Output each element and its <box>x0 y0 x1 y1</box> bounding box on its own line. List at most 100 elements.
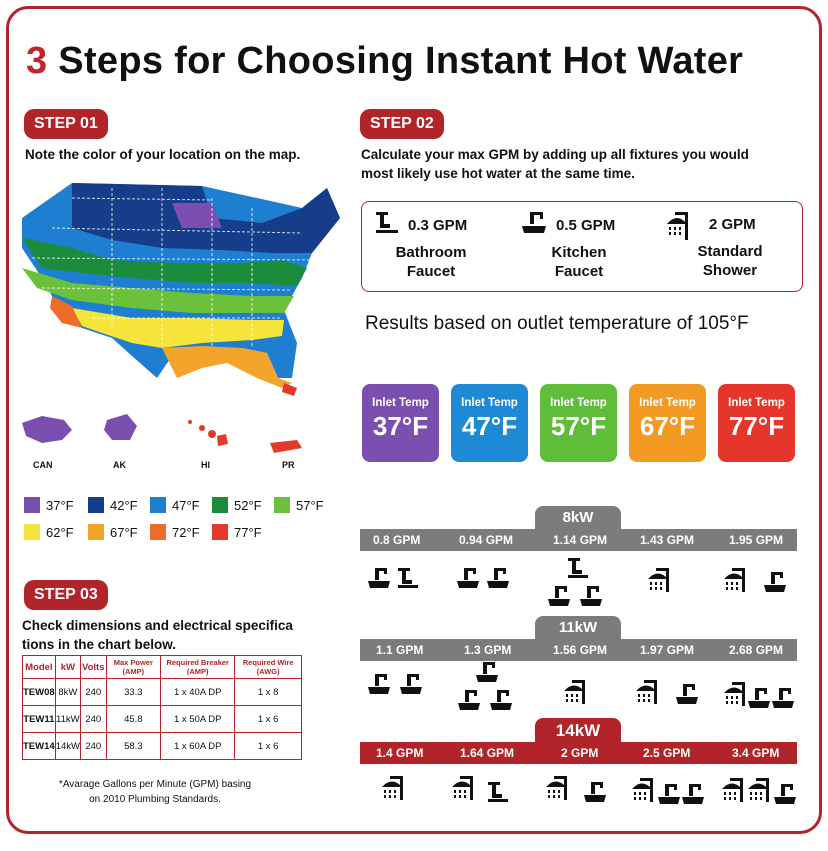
legend-swatch <box>212 524 228 540</box>
inlet-temp-value: 57°F <box>550 411 607 441</box>
inlet-temp-label: Inlet Temp <box>728 397 785 409</box>
gpm-label: 2.5 GPM <box>643 746 691 760</box>
legend-item-37: 37°F <box>24 497 74 513</box>
gpm-label: 0.94 GPM <box>459 533 514 547</box>
step-02-description: Calculate your max GPM by adding up all … <box>361 145 749 183</box>
map-label-can: CAN <box>33 460 53 470</box>
gpm-label: 2 GPM <box>561 746 599 760</box>
shower-icon <box>564 680 585 704</box>
header-model: Model <box>22 655 56 679</box>
kitchen-faucet-icon <box>522 212 546 233</box>
cell-wire: 1 x 6 <box>234 705 302 733</box>
table-header-row: Model kW Volts Max Power (AMP) Required … <box>22 655 302 679</box>
inlet-temp-value: 77°F <box>728 411 785 441</box>
step-03-description: Check dimensions and electrical specific… <box>22 616 293 654</box>
inlet-temp-card-37: Inlet Temp 37°F <box>362 384 439 462</box>
legend-label: 72°F <box>172 524 200 540</box>
legend-label: 37°F <box>46 497 74 513</box>
cell-model: TEW14 <box>22 732 56 760</box>
gpm-label: 1.14 GPM <box>553 533 608 547</box>
shower-icon <box>724 568 786 592</box>
gpm-label: 1.43 GPM <box>640 533 695 547</box>
results-note: Results based on outlet temperature of 1… <box>365 313 749 334</box>
legend-item-57: 57°F <box>274 497 324 513</box>
cell-wire: 1 x 6 <box>234 732 302 760</box>
gpm-label: 3.4 GPM <box>732 746 780 760</box>
alaska-map <box>104 414 137 440</box>
fixture-label-line1: Kitchen <box>551 244 607 261</box>
legend-label: 52°F <box>234 497 262 513</box>
model-tab-8kw: 8kW <box>535 506 621 530</box>
shower-icon <box>648 568 669 592</box>
gpm-bar-11kw: 1.1 GPM 1.3 GPM 1.56 GPM 1.97 GPM 2.68 G… <box>360 639 797 661</box>
step-01-tag: STEP 01 <box>24 109 108 139</box>
step-03-desc-line2: tions in the chart below. <box>22 637 177 652</box>
kitchen-faucet-icon <box>368 674 422 694</box>
mainland-us-map <box>22 183 340 396</box>
legend-swatch <box>88 497 104 513</box>
fixture-label: Bathroom Faucet <box>390 243 472 281</box>
model-tab-11kw: 11kW <box>535 616 621 640</box>
legend-swatch <box>150 524 166 540</box>
page-title: 3 Steps for Choosing Instant Hot Water <box>26 40 743 83</box>
fixture-label-line1: Bathroom <box>395 244 467 261</box>
kitchen-faucet-icon <box>458 662 512 710</box>
cell-max-power: 58.3 <box>106 732 162 760</box>
step-02-tag: STEP 02 <box>360 109 444 139</box>
legend-swatch <box>24 497 40 513</box>
fixture-label-line2: Faucet <box>406 263 456 280</box>
fixture-gpm: 2 GPM <box>709 216 756 233</box>
shower-icon <box>382 776 403 800</box>
cell-model: TEW08 <box>22 678 56 706</box>
step-02-desc-line1: Calculate your max GPM by adding up all … <box>361 147 749 162</box>
specs-table: Model kW Volts Max Power (AMP) Required … <box>22 655 302 760</box>
gpm-label: 1.95 GPM <box>729 533 784 547</box>
gpm-label: 1.1 GPM <box>376 643 424 657</box>
legend-label: 67°F <box>110 524 138 540</box>
gpm-label: 2.68 GPM <box>729 643 784 657</box>
map-label-ak: AK <box>113 460 126 470</box>
gpm-bar-8kw: 0.8 GPM 0.94 GPM 1.14 GPM 1.43 GPM 1.95 … <box>360 529 797 551</box>
kitchen-faucet-icon <box>548 558 602 606</box>
fixture-label-line2: Shower <box>702 262 758 279</box>
shower-icon <box>546 776 606 802</box>
legend-item-77: 77°F <box>212 524 262 540</box>
legend-item-52: 52°F <box>212 497 262 513</box>
cell-model: TEW11 <box>22 705 56 733</box>
inlet-temp-label: Inlet Temp <box>372 397 429 409</box>
inlet-temp-label: Inlet Temp <box>461 397 518 409</box>
header-volts: Volts <box>80 655 107 679</box>
table-row: TEW14 14kW 240 58.3 1 x 60A DP 1 x 6 <box>22 732 302 760</box>
model-tab-14kw: 14kW <box>535 718 621 744</box>
cell-kw: 8kW <box>55 678 81 706</box>
title-number: 3 <box>26 40 48 82</box>
cell-breaker: 1 x 40A DP <box>160 678 236 706</box>
legend-label: 77°F <box>234 524 262 540</box>
inlet-temp-card-77: Inlet Temp 77°F <box>718 384 795 462</box>
canada-map <box>22 416 72 443</box>
shower-icon <box>632 778 704 804</box>
gpm-label: 1.56 GPM <box>553 643 608 657</box>
puerto-rico-map <box>270 440 302 453</box>
step-03-tag: STEP 03 <box>24 580 108 610</box>
fixture-label: Standard Shower <box>685 242 775 280</box>
header-kw: kW <box>55 655 81 679</box>
title-text: Steps for Choosing Instant Hot Water <box>47 40 744 82</box>
legend-label: 57°F <box>296 497 324 513</box>
fixture-kitchen-faucet: 0.5 GPM Kitchen Faucet <box>512 202 657 292</box>
cell-volts: 240 <box>80 678 107 706</box>
legend-label: 62°F <box>46 524 74 540</box>
legend-swatch <box>24 524 40 540</box>
map-label-pr: PR <box>282 460 295 470</box>
gpm-label: 1.97 GPM <box>640 643 695 657</box>
cell-kw: 11kW <box>55 705 81 733</box>
inlet-temp-label: Inlet Temp <box>550 397 607 409</box>
step-03-desc-line1: Check dimensions and electrical specific… <box>22 618 293 633</box>
legend-item-72: 72°F <box>150 524 200 540</box>
legend-swatch <box>212 497 228 513</box>
fixture-standard-shower: 2 GPM Standard Shower <box>657 202 802 292</box>
inlet-temp-value: 67°F <box>639 411 696 441</box>
legend-swatch <box>274 497 290 513</box>
cell-volts: 240 <box>80 732 107 760</box>
shower-icon <box>636 680 698 704</box>
